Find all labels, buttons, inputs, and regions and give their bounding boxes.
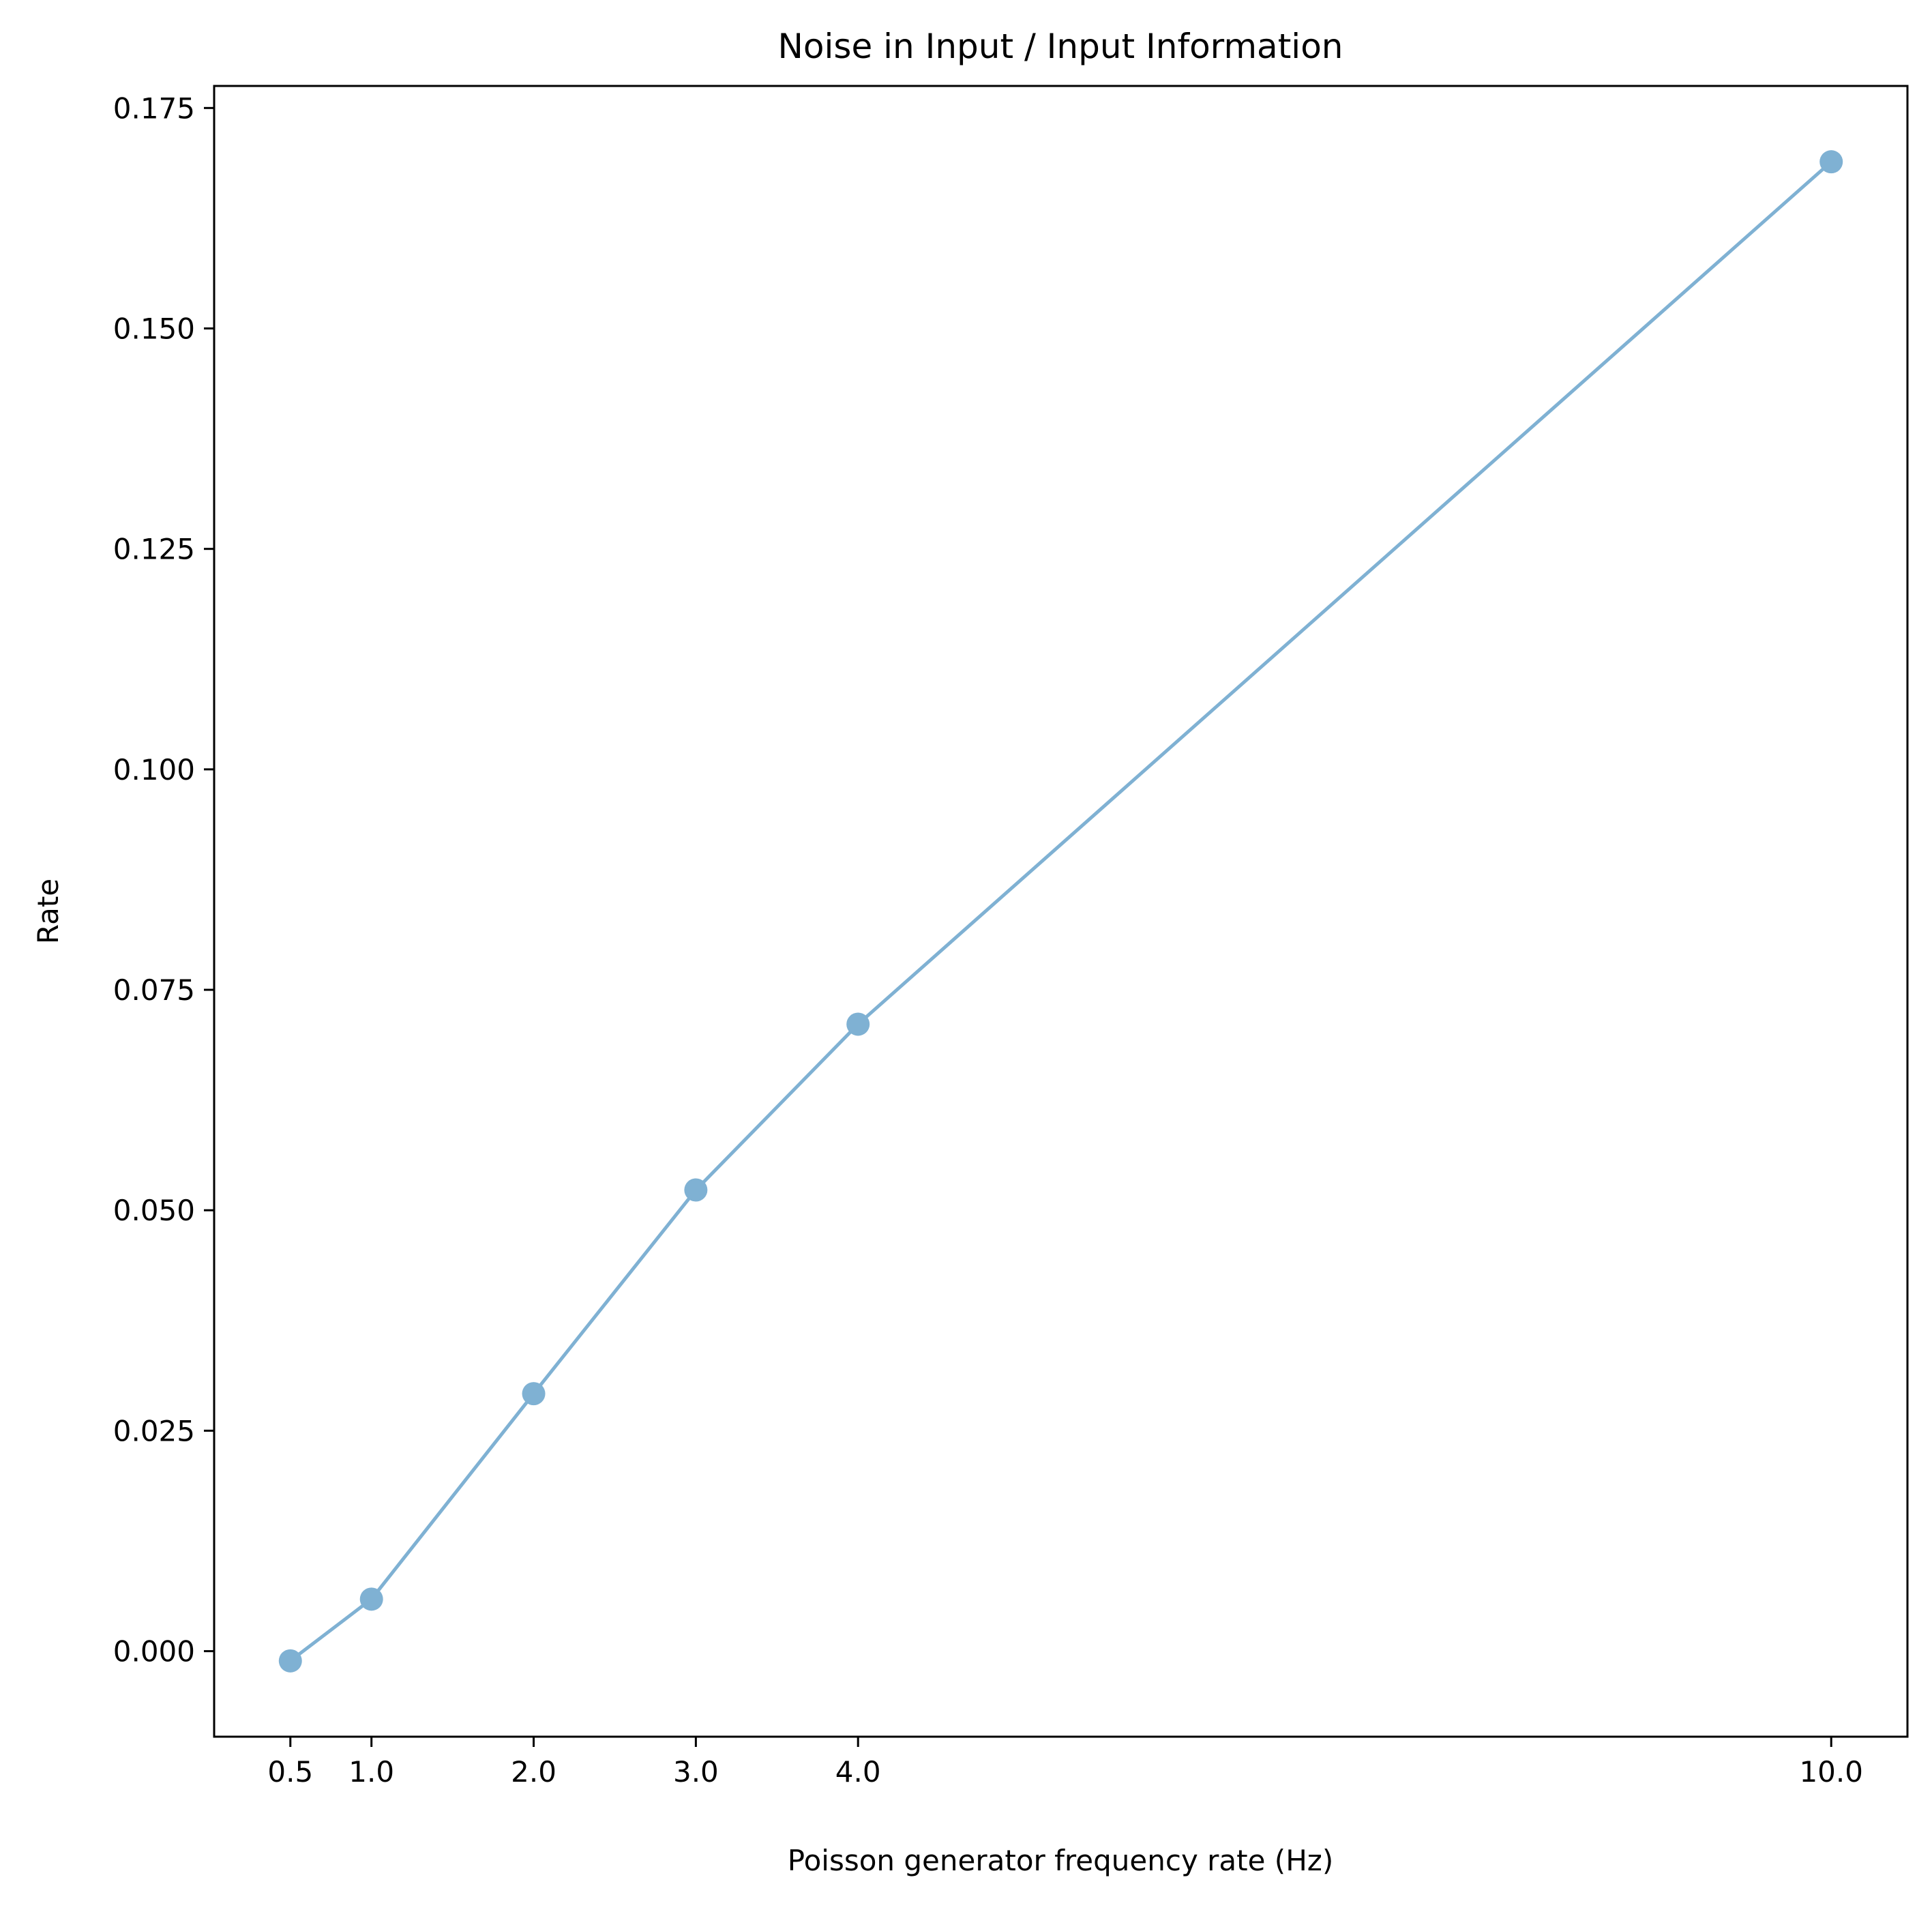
y-tick-label: 0.000 (113, 1635, 195, 1668)
y-tick-label: 0.025 (113, 1414, 195, 1447)
y-tick-label: 0.150 (113, 312, 195, 346)
data-point (278, 1649, 302, 1673)
x-tick-label: 2.0 (511, 1755, 556, 1789)
data-point (1819, 150, 1843, 174)
x-tick-label: 3.0 (673, 1755, 719, 1789)
y-tick-label: 0.100 (113, 753, 195, 786)
data-point (684, 1178, 708, 1202)
x-tick-label: 10.0 (1799, 1755, 1863, 1789)
data-point (522, 1382, 546, 1406)
x-tick-label: 0.5 (267, 1755, 313, 1789)
y-tick-label: 0.175 (113, 91, 195, 125)
plot-frame (213, 85, 1909, 1738)
x-axis-label: Poisson generator frequency rate (Hz) (788, 1844, 1333, 1877)
x-tick-label: 4.0 (835, 1755, 881, 1789)
ticks-layer: 0.5 1.0 2.0 3.0 4.0 10.0 0.000 0.025 0.050 0.075 0… (113, 91, 1863, 1789)
y-tick-label: 0.125 (113, 533, 195, 566)
series-line (288, 160, 1833, 1663)
data-point (359, 1587, 383, 1611)
y-tick-label: 0.075 (113, 973, 195, 1007)
series-layer (278, 150, 1843, 1673)
chart-title: Noise in Input / Input Information (778, 27, 1343, 66)
y-axis-label: Rate (31, 879, 65, 944)
y-tick-label: 0.050 (113, 1194, 195, 1227)
x-tick-label: 1.0 (348, 1755, 394, 1789)
data-point (846, 1012, 870, 1036)
